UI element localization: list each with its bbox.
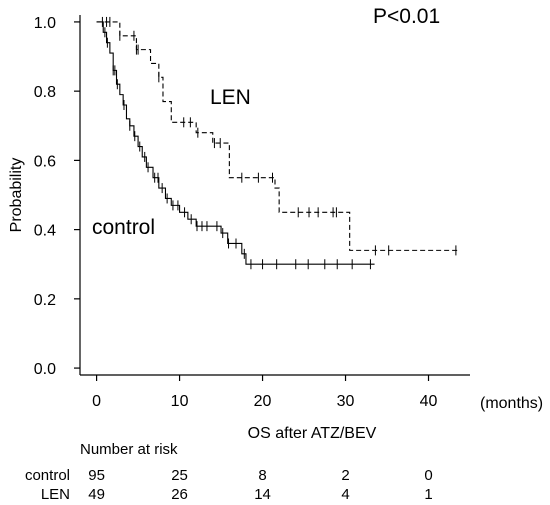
risk-cell: 1 bbox=[424, 486, 432, 503]
risk-cell: 0 bbox=[424, 467, 432, 484]
risk-cell: 95 bbox=[88, 467, 105, 484]
x-tick-label: 0 bbox=[92, 393, 101, 410]
risk-row-label: control bbox=[25, 467, 70, 484]
y-tick-label: 0.6 bbox=[34, 153, 56, 170]
control-series-label: control bbox=[92, 216, 155, 239]
axes bbox=[79, 15, 470, 376]
risk-cell: 14 bbox=[254, 486, 271, 503]
x-axis-ticks: 0 10 20 30 40 bbox=[92, 375, 438, 410]
risk-cell: 25 bbox=[171, 467, 188, 484]
p-value-annotation: P<0.01 bbox=[373, 5, 440, 28]
x-axis-unit: (months) bbox=[480, 395, 543, 412]
y-tick-label: 0.2 bbox=[34, 292, 56, 309]
series-group bbox=[96, 16, 458, 270]
len-series-label: LEN bbox=[210, 86, 251, 109]
risk-cell: 49 bbox=[88, 486, 105, 503]
risk-table-title: Number at risk bbox=[80, 441, 178, 458]
x-tick-label: 30 bbox=[337, 393, 355, 410]
risk-row-label: LEN bbox=[41, 486, 70, 503]
x-axis-title: OS after ATZ/BEV bbox=[248, 425, 377, 442]
y-axis-ticks: 0.0 0.2 0.4 0.6 0.8 1.0 bbox=[34, 15, 80, 378]
y-tick-label: 0.0 bbox=[34, 361, 56, 378]
risk-cell: 4 bbox=[341, 486, 349, 503]
risk-table: control 95 25 8 2 0 LEN 49 26 14 4 1 bbox=[25, 467, 433, 503]
x-tick-label: 10 bbox=[171, 393, 189, 410]
x-tick-label: 20 bbox=[254, 393, 272, 410]
y-tick-label: 0.4 bbox=[34, 223, 56, 240]
y-tick-label: 0.8 bbox=[34, 84, 56, 101]
y-axis-title: Probability bbox=[8, 158, 25, 233]
x-tick-label: 40 bbox=[420, 393, 438, 410]
risk-cell: 2 bbox=[341, 467, 349, 484]
risk-cell: 8 bbox=[258, 467, 266, 484]
risk-cell: 26 bbox=[171, 486, 188, 503]
y-tick-label: 1.0 bbox=[34, 15, 56, 32]
